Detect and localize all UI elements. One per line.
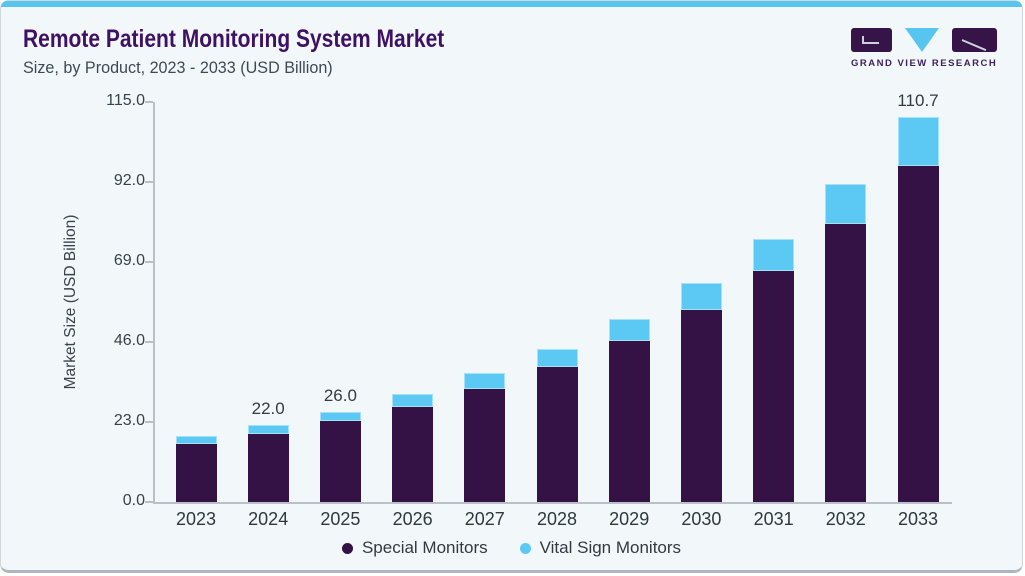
bar-2024-vital-sign-monitors — [247, 425, 289, 435]
y-tick-mark — [145, 341, 153, 343]
legend-label-special: Special Monitors — [361, 538, 488, 557]
bar-2028-vital-sign-monitors — [536, 348, 578, 368]
page-title: Remote Patient Monitoring System Market — [23, 25, 445, 53]
x-tick-label-2028: 2028 — [536, 509, 578, 529]
y-tick-label: 0.0 — [122, 492, 145, 509]
bar-value-label-2024: 22.0 — [251, 399, 285, 419]
bar-2030-special-monitors — [680, 310, 722, 502]
x-tick-label-2023: 2023 — [175, 509, 217, 529]
x-tick-label-2026: 2026 — [392, 509, 433, 529]
chart-legend: Special Monitors Vital Sign Monitors — [1, 538, 1022, 558]
y-tick-label: 92.0 — [113, 172, 145, 189]
y-tick-mark — [145, 181, 153, 183]
legend-item-vital-sign-monitors: Vital Sign Monitors — [519, 538, 682, 558]
x-tick-label-2027: 2027 — [464, 509, 505, 529]
bar-2025-vital-sign-monitors — [319, 411, 361, 421]
x-tick-label-2025: 2025 — [320, 509, 361, 529]
bar-2031-vital-sign-monitors — [753, 239, 795, 271]
legend-label-vital: Vital Sign Monitors — [539, 538, 682, 557]
y-tick-mark — [145, 261, 153, 263]
bar-2032-vital-sign-monitors — [825, 183, 867, 224]
y-tick-mark — [145, 501, 153, 503]
y-tick-mark — [145, 101, 153, 103]
bar-2026-special-monitors — [392, 406, 434, 502]
y-tick-mark — [145, 421, 153, 423]
top-accent-bar — [1, 1, 1022, 7]
bar-2028-special-monitors — [536, 367, 578, 502]
y-tick-label: 115.0 — [106, 92, 145, 109]
x-tick-label-2031: 2031 — [753, 509, 794, 529]
bar-2029-special-monitors — [608, 340, 650, 502]
legend-dot-special-icon — [341, 542, 353, 554]
x-tick-label-2030: 2030 — [681, 509, 722, 529]
bar-value-label-2033: 110.7 — [897, 90, 939, 110]
page-subtitle: Size, by Product, 2023 - 2033 (USD Billi… — [23, 58, 333, 77]
x-tick-label-2033: 2033 — [897, 509, 939, 529]
logo-wordmark: GRAND VIEW RESEARCH — [851, 58, 998, 69]
grand-view-research-logo: GRAND VIEW RESEARCH — [851, 28, 997, 69]
bar-2023-special-monitors — [175, 443, 217, 502]
x-tick-label-2032: 2032 — [825, 509, 866, 529]
bar-2027-special-monitors — [464, 388, 506, 502]
bar-2023-vital-sign-monitors — [175, 436, 217, 444]
bar-2033-special-monitors — [897, 166, 939, 502]
y-axis-title: Market Size (USD Billion) — [62, 214, 79, 390]
x-axis-line — [153, 502, 952, 504]
y-tick-label: 69.0 — [113, 252, 145, 269]
bar-2030-vital-sign-monitors — [680, 282, 722, 310]
x-tick-label-2029: 2029 — [609, 509, 650, 529]
bar-value-label-2025: 26.0 — [323, 385, 357, 405]
logo-r-icon — [952, 28, 997, 52]
x-tick-label-2024: 2024 — [248, 509, 289, 529]
bar-2027-vital-sign-monitors — [464, 373, 506, 389]
logo-g-glyph — [862, 36, 879, 44]
bar-2026-vital-sign-monitors — [392, 393, 434, 407]
bar-2033-vital-sign-monitors — [897, 116, 939, 166]
y-tick-label: 23.0 — [113, 412, 145, 429]
bar-2024-special-monitors — [247, 434, 289, 502]
bar-2031-special-monitors — [753, 270, 795, 502]
legend-dot-vital-icon — [519, 542, 531, 554]
logo-g-icon — [851, 28, 892, 52]
bar-2032-special-monitors — [825, 223, 867, 502]
legend-item-special-monitors: Special Monitors — [341, 538, 488, 558]
bar-2029-vital-sign-monitors — [608, 319, 650, 341]
bar-2025-special-monitors — [319, 420, 361, 502]
y-tick-label: 46.0 — [113, 332, 145, 349]
logo-glyph-row — [851, 28, 997, 53]
logo-v-icon — [905, 28, 939, 52]
y-axis-line — [153, 102, 155, 504]
